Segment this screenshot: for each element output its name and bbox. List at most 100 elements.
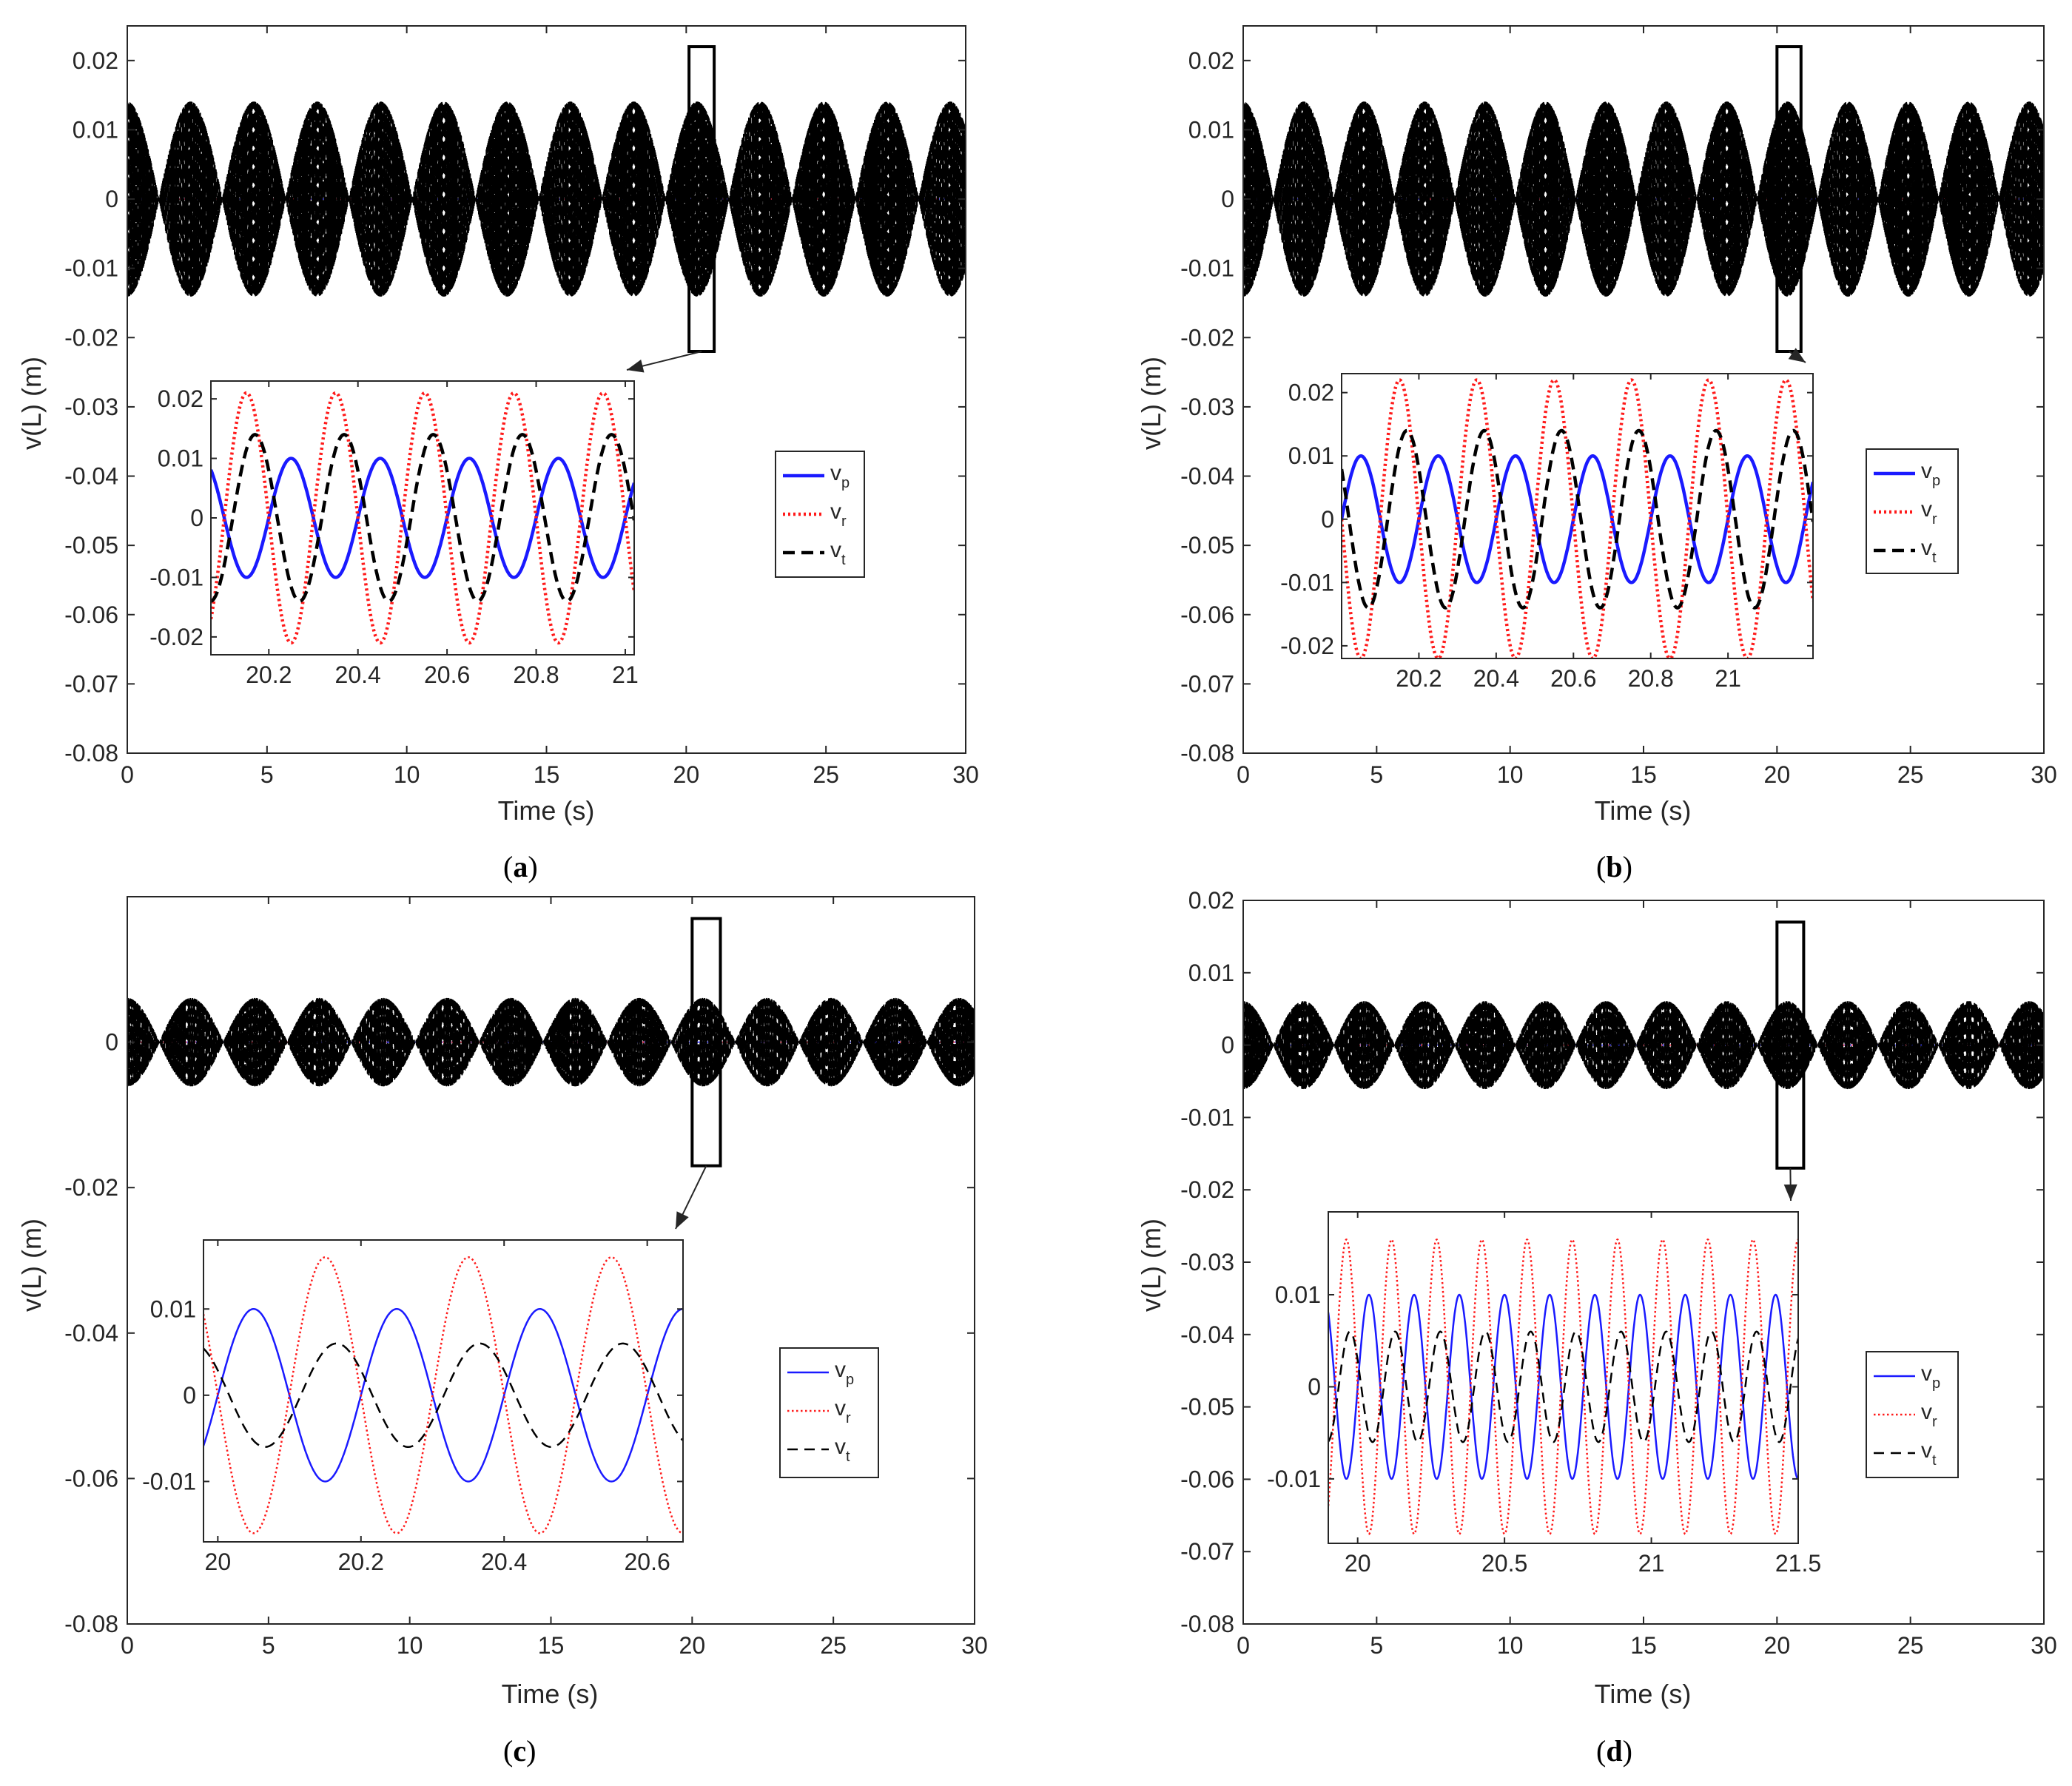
y-tick-label: -0.03	[64, 394, 118, 420]
legend-subscript: p	[841, 475, 850, 491]
inset-series-vt	[1328, 1330, 1798, 1443]
y-tick-label: 0.01	[1188, 116, 1234, 143]
legend-subscript: t	[1932, 550, 1937, 566]
x-tick-label: 25	[820, 1632, 847, 1659]
inset-y-tick-label: 0	[1308, 1373, 1321, 1400]
x-tick-label: 20	[1764, 1632, 1791, 1659]
x-tick-label: 25	[1897, 761, 1924, 788]
panel-caption: (a)	[503, 850, 538, 883]
y-tick-label: -0.02	[1180, 324, 1234, 351]
y-axis-label: v(L) (m)	[16, 357, 47, 450]
caption-paren: )	[1623, 1734, 1632, 1768]
caption-letter: b	[1606, 850, 1622, 883]
y-tick-label: -0.01	[64, 255, 118, 282]
zoom-arrow-head	[1788, 348, 1806, 363]
x-tick-label: 5	[1370, 1632, 1383, 1659]
y-tick-label: 0	[1221, 1032, 1234, 1059]
inset-x-tick-label: 20	[205, 1549, 232, 1575]
y-axis-label: v(L) (m)	[1136, 1219, 1166, 1312]
y-tick-label: -0.01	[1180, 255, 1234, 282]
y-tick-label: 0.02	[1188, 47, 1234, 74]
inset-background	[211, 381, 634, 655]
y-tick-label: -0.07	[1180, 1538, 1234, 1565]
legend-label-vr: vr	[835, 1396, 851, 1426]
inset-x-tick-label: 20.8	[1628, 665, 1674, 692]
legend-subscript: r	[1932, 511, 1937, 528]
caption-paren: (	[1596, 1734, 1606, 1768]
legend-main-text: v	[835, 1435, 846, 1459]
legend-main-text: v	[1921, 459, 1932, 483]
inset-series-vr	[211, 391, 634, 645]
legend-main-text: v	[1921, 536, 1932, 560]
panel-b: 0 5 10 15 20 25 30 0.02 0.01 0 -0.01 -0.02 -0.03 -0.0…	[1136, 25, 2057, 883]
x-tick-label: 20	[1764, 761, 1791, 788]
main-series-vt	[127, 101, 966, 297]
inset-x-tick-label: 20.4	[1473, 665, 1519, 692]
legend-main-text: v	[830, 538, 841, 562]
y-tick-label: -0.05	[64, 532, 118, 559]
legend-main-text: v	[1921, 1361, 1932, 1386]
legend-label-vt: vt	[835, 1435, 850, 1465]
legend: vp vr vt	[779, 1347, 879, 1478]
caption-paren: (	[1596, 850, 1606, 883]
y-tick-label: 0	[105, 186, 118, 212]
inset-frame	[1328, 1211, 1799, 1544]
y-tick-label: 0	[105, 1029, 118, 1056]
inset-y-tick-label: 0	[183, 1382, 196, 1409]
zoom-arrow-head	[676, 1211, 689, 1229]
y-tick-label: -0.06	[1180, 1466, 1234, 1492]
x-tick-label: 20	[673, 761, 700, 788]
y-tick-label: -0.08	[64, 740, 118, 766]
inset-frame	[203, 1239, 684, 1543]
inset-y-tick-label: 0.02	[1288, 380, 1334, 406]
y-tick-label: -0.06	[64, 1465, 118, 1492]
legend-label-vp: vp	[830, 461, 850, 491]
y-tick-label: -0.04	[64, 463, 118, 490]
x-tick-label: 15	[538, 1632, 565, 1659]
legend-box	[779, 1347, 879, 1478]
y-tick-label: -0.02	[64, 324, 118, 351]
x-tick-label: 15	[1630, 1632, 1657, 1659]
inset-x-tick-label: 21	[1638, 1550, 1665, 1577]
inset-plot: 20.2 20.4 20.6 20.8 21 0.02 0.01 0 -0.01 -0.02	[1280, 373, 1814, 692]
inset-frame	[1341, 373, 1814, 659]
x-tick-label: 10	[1497, 1632, 1524, 1659]
inset-y-tick-label: -0.01	[1267, 1466, 1321, 1492]
caption-paren: (	[503, 850, 513, 883]
legend-subscript: r	[1932, 1414, 1937, 1430]
caption-paren: )	[528, 850, 537, 883]
inset-x-tick-label: 20.4	[335, 661, 381, 688]
inset-background	[204, 1240, 683, 1542]
caption-letter: c	[513, 1734, 526, 1768]
y-tick-label: 0	[1221, 186, 1234, 212]
inset-x-tick-label: 20.2	[246, 661, 292, 688]
legend-label-vp: vp	[835, 1358, 854, 1388]
inset-series-vp	[204, 1308, 683, 1483]
y-tick-label: -0.07	[64, 670, 118, 697]
inset-y-tick-label: -0.02	[1280, 633, 1334, 659]
legend-main-text: v	[830, 461, 841, 485]
legend-main-text: v	[1921, 1400, 1932, 1424]
y-tick-label: -0.02	[64, 1174, 118, 1201]
legend-main-text: v	[1921, 497, 1932, 522]
y-tick-label: -0.03	[1180, 394, 1234, 420]
inset-y-tick-label: 0.01	[1275, 1281, 1321, 1308]
inset-y-tick-label: -0.01	[1280, 569, 1334, 596]
legend-main-text: v	[835, 1396, 846, 1421]
main-series-vt	[1243, 101, 2044, 297]
main-plot-area	[1243, 101, 2044, 297]
legend-label-vt: vt	[1921, 1438, 1937, 1469]
panel-c: 0 5 10 15 20 25 30 0 -0.02 -0.04 -0.06 -0.08 Time (s…	[16, 896, 988, 1768]
y-tick-label: -0.06	[1180, 601, 1234, 628]
y-tick-label: -0.01	[1180, 1104, 1234, 1130]
panel-a: 0 5 10 15 20 25 30 0.02 0.01 0 -0.01 -0.02 -0.03 -0.0…	[16, 25, 979, 883]
inset-lines	[1342, 378, 1813, 658]
x-tick-label: 0	[1237, 1632, 1250, 1659]
inset-y-tick-label: 0	[190, 505, 204, 531]
x-tick-label: 25	[1897, 1632, 1924, 1659]
y-tick-label: -0.04	[1180, 463, 1234, 490]
x-axis-label: Time (s)	[1595, 1679, 1692, 1709]
caption-letter: a	[513, 850, 528, 883]
